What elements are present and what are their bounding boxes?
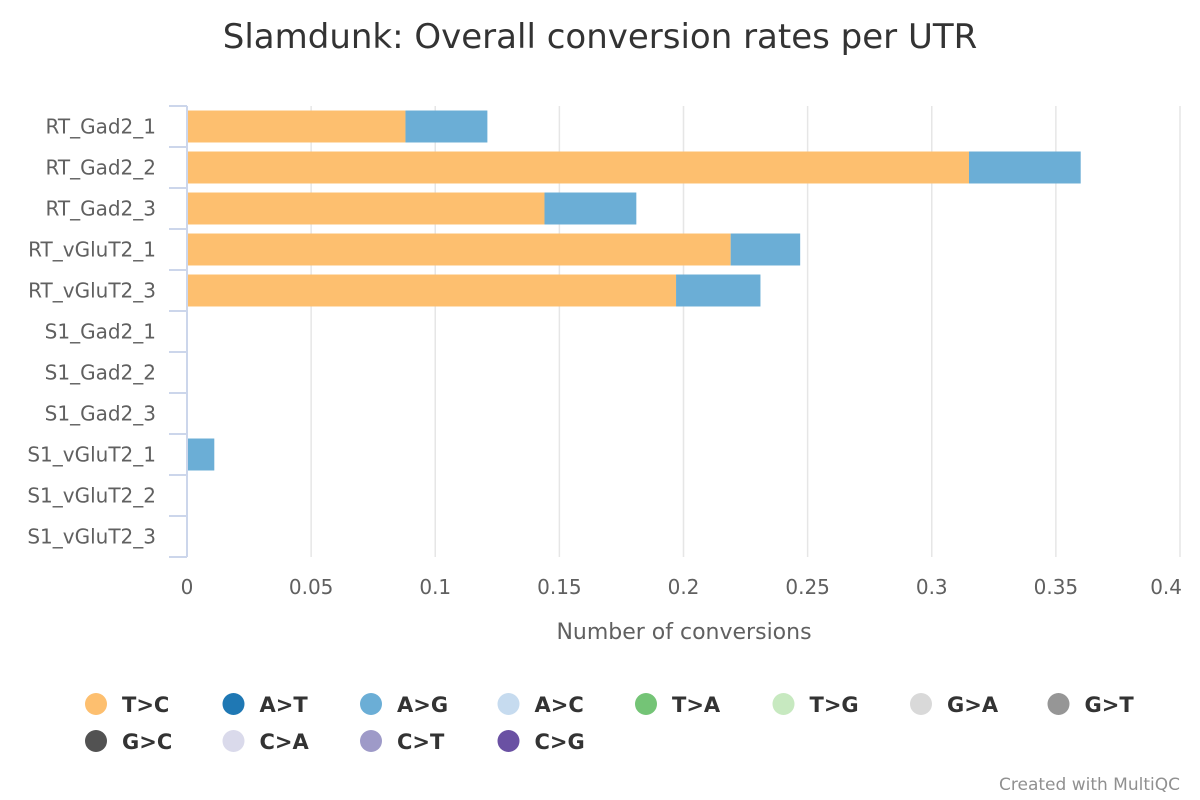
- legend-item[interactable]: G>T: [1047, 693, 1135, 717]
- legend-item[interactable]: C>T: [360, 730, 445, 754]
- bar-segment[interactable]: [405, 110, 488, 143]
- category-label: S1_Gad2_3: [45, 402, 156, 426]
- x-tick-label: 0.1: [419, 575, 451, 599]
- category-label: S1_Gad2_1: [45, 320, 156, 344]
- x-tick-label: 0.25: [785, 575, 830, 599]
- x-tick-label: 0.35: [1034, 575, 1079, 599]
- legend-label: C>G: [535, 730, 585, 754]
- y-axis: [169, 105, 188, 558]
- bar-segment[interactable]: [187, 438, 215, 471]
- category-label: S1_Gad2_2: [45, 361, 156, 385]
- x-axis-title: Number of conversions: [556, 620, 811, 645]
- legend-label: A>C: [535, 693, 584, 717]
- legend-label: A>G: [397, 693, 448, 717]
- legend-item[interactable]: A>T: [222, 693, 309, 717]
- legend-item[interactable]: T>C: [85, 693, 169, 717]
- legend-item[interactable]: T>G: [772, 693, 859, 717]
- legend-item[interactable]: G>A: [910, 693, 999, 717]
- category-label: S1_vGluT2_2: [27, 484, 156, 508]
- bar-segment[interactable]: [730, 233, 801, 266]
- x-tick-label: 0.05: [289, 575, 334, 599]
- legend-marker: [497, 730, 520, 752]
- legend-label: G>T: [1085, 693, 1135, 717]
- legend-label: T>G: [810, 693, 859, 717]
- legend-marker: [1047, 693, 1070, 715]
- legend-label: G>A: [947, 693, 999, 717]
- chart-title: Slamdunk: Overall conversion rates per U…: [223, 17, 977, 57]
- legend-label: G>C: [122, 730, 172, 754]
- legend-marker: [910, 693, 932, 715]
- x-tick-label: 0.15: [537, 575, 582, 599]
- bars: [187, 110, 1081, 471]
- x-tick-labels: 0 0.05 0.1 0.15 0.2 0.25 0.3 0.35 0.4: [181, 575, 1182, 599]
- legend-label: C>A: [260, 730, 310, 754]
- x-tick-label: 0.4: [1150, 575, 1182, 599]
- bar-segment[interactable]: [544, 192, 637, 225]
- credit-text[interactable]: Created with MultiQC: [999, 775, 1180, 795]
- category-label: S1_vGluT2_3: [27, 525, 156, 549]
- bar-segment[interactable]: [187, 192, 545, 225]
- legend-item[interactable]: A>C: [497, 693, 584, 717]
- x-tick-label: 0.2: [668, 575, 700, 599]
- legend-item[interactable]: C>A: [222, 730, 310, 754]
- bar-segment[interactable]: [968, 151, 1081, 184]
- category-label: RT_vGluT2_1: [28, 238, 156, 262]
- category-label: S1_vGluT2_1: [27, 443, 156, 467]
- category-label: RT_Gad2_2: [45, 156, 156, 180]
- legend-marker: [772, 693, 795, 715]
- legend-marker: [360, 730, 382, 752]
- legend-item[interactable]: A>G: [360, 693, 448, 717]
- bar-segment[interactable]: [187, 110, 406, 143]
- x-tick-label: 0.3: [916, 575, 948, 599]
- legend-marker: [85, 693, 107, 715]
- category-labels: RT_Gad2_1 RT_Gad2_2 RT_Gad2_3 RT_vGluT2_1 RT…: [27, 115, 156, 549]
- legend-label: A>T: [260, 693, 309, 717]
- legend-marker: [497, 693, 520, 715]
- legend[interactable]: T>C A>T A>G A>C T>A T>G G>A G>T G>C C>A C>T C>G: [85, 693, 1134, 754]
- category-label: RT_vGluT2_3: [28, 279, 156, 303]
- legend-marker: [85, 730, 107, 752]
- legend-label: T>C: [122, 693, 169, 717]
- legend-marker: [222, 693, 245, 715]
- legend-item[interactable]: C>G: [497, 730, 585, 754]
- legend-item[interactable]: T>A: [635, 693, 721, 717]
- bar-segment[interactable]: [187, 274, 677, 307]
- legend-label: C>T: [397, 730, 445, 754]
- legend-marker: [635, 693, 657, 715]
- legend-marker: [360, 693, 382, 715]
- bar-segment[interactable]: [676, 274, 761, 307]
- legend-item[interactable]: G>C: [85, 730, 172, 754]
- category-label: RT_Gad2_1: [45, 115, 156, 139]
- x-tick-label: 0: [181, 575, 194, 599]
- category-label: RT_Gad2_3: [45, 197, 156, 221]
- bar-segment[interactable]: [187, 151, 969, 184]
- bar-segment[interactable]: [187, 233, 731, 266]
- legend-marker: [222, 730, 245, 752]
- legend-label: T>A: [672, 693, 721, 717]
